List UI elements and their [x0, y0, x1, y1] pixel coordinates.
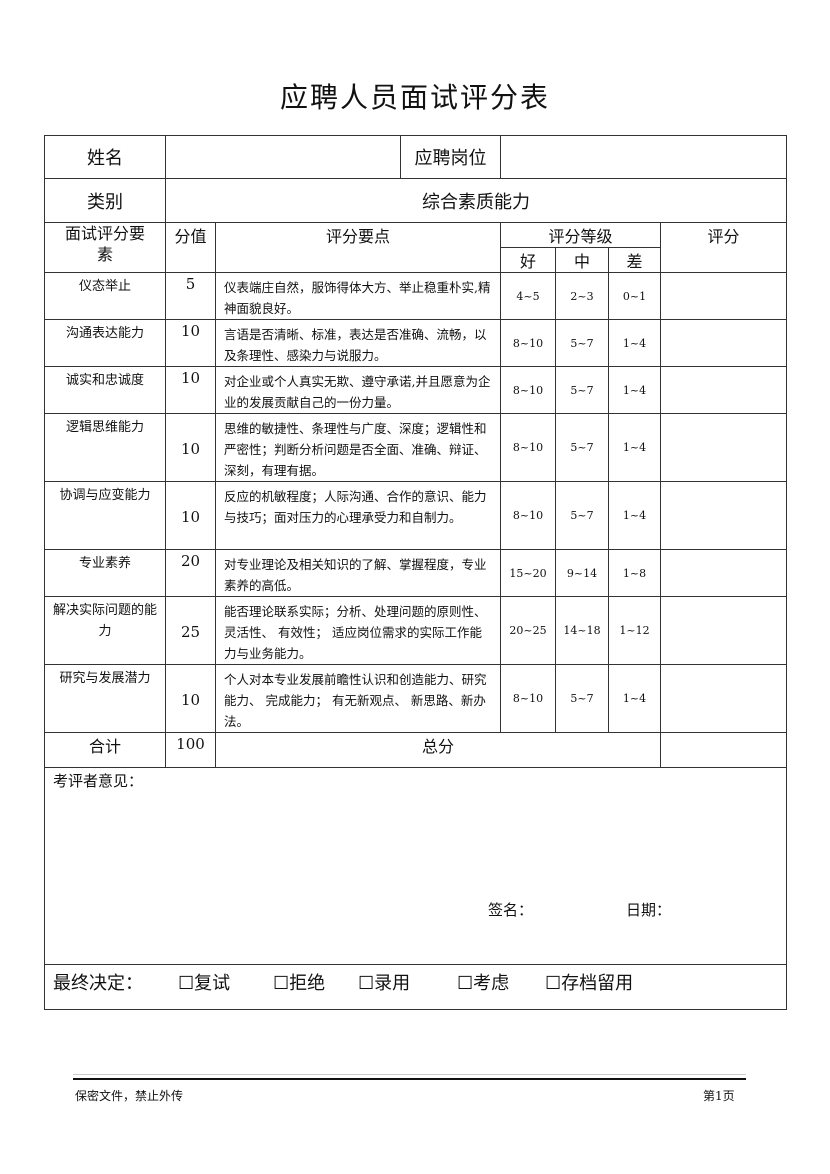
- name-label: 姓名: [44, 135, 166, 179]
- mid-range-cell: 5~7: [555, 413, 609, 482]
- element-cell: 专业素养: [44, 549, 166, 597]
- element-cell: 解决实际问题的能力: [44, 596, 166, 665]
- poor-range-cell: 1~4: [608, 413, 661, 482]
- key-points-cell: 能否理论联系实际；分析、处理问题的原则性、 灵活性、 有效性； 适应岗位需求的实…: [215, 596, 501, 665]
- element-cell: 研究与发展潜力: [44, 664, 166, 733]
- table-row: 沟通表达能力 10 言语是否清晰、标准，表达是否准确、流畅，以及条理性、感染力与说服…: [44, 319, 787, 367]
- score-field[interactable]: [660, 549, 787, 597]
- footer-page-number: 第1页: [703, 1089, 735, 1103]
- score-field[interactable]: [660, 319, 787, 367]
- header-key: 评分要点: [215, 222, 501, 273]
- table-row: 诚实和忠诚度 10 对企业或个人真实无欺、遵守承诺,并且愿意为企业的发展贡献自己的一…: [44, 366, 787, 414]
- key-points-cell: 对专业理论及相关知识的了解、掌握程度，专业素养的高低。: [215, 549, 501, 597]
- category-label: 类别: [44, 178, 166, 223]
- total-points: 100: [165, 732, 216, 768]
- key-points-cell: 反应的机敏程度；人际沟通、合作的意识、能力与技巧；面对压力的心理承受力和自制力。: [215, 481, 501, 550]
- poor-range-cell: 1~12: [608, 596, 661, 665]
- header-grade: 评分等级: [500, 222, 661, 248]
- good-range-cell: 8~10: [500, 366, 556, 414]
- points-cell: 10: [165, 366, 216, 414]
- good-range-cell: 4~5: [500, 272, 556, 320]
- table-row: 仪态举止 5 仪表端庄自然，服饰得体大方、举止稳重朴实,精神面貌良好。 4~5 2~3 0…: [44, 272, 787, 320]
- points-cell: 10: [165, 481, 216, 550]
- signature-label: 签名：: [488, 901, 534, 919]
- score-field[interactable]: [660, 664, 787, 733]
- applicant-info-table: 姓名 应聘岗位 类别 综合素质能力: [44, 135, 787, 223]
- option-archive[interactable]: ☐存档留用: [545, 973, 634, 994]
- position-field[interactable]: [500, 135, 787, 179]
- final-label: 最终决定：: [53, 973, 143, 994]
- header-mid: 中: [555, 247, 609, 273]
- good-range-cell: 15~20: [500, 549, 556, 597]
- element-cell: 诚实和忠诚度: [44, 366, 166, 414]
- final-decision: 最终决定： ☐复试 ☐拒绝 ☐录用 ☐考虑 ☐存档留用: [44, 964, 787, 1010]
- score-field[interactable]: [660, 272, 787, 320]
- total-sum-label: 总分: [215, 732, 661, 768]
- header-good: 好: [500, 247, 556, 273]
- poor-range-cell: 1~4: [608, 481, 661, 550]
- page-title: 应聘人员面试评分表: [279, 81, 550, 114]
- mid-range-cell: 14~18: [555, 596, 609, 665]
- comments-label: 考评者意见：: [53, 772, 144, 790]
- points-cell: 10: [165, 319, 216, 367]
- points-cell: 10: [165, 413, 216, 482]
- score-field[interactable]: [660, 596, 787, 665]
- element-cell: 逻辑思维能力: [44, 413, 166, 482]
- total-score-field[interactable]: [660, 732, 787, 768]
- table-row: 解决实际问题的能力 25 能否理论联系实际；分析、处理问题的原则性、 灵活性、 有效…: [44, 596, 787, 665]
- mid-range-cell: 5~7: [555, 366, 609, 414]
- score-field[interactable]: [660, 481, 787, 550]
- points-cell: 20: [165, 549, 216, 597]
- footer-divider: [73, 1074, 746, 1080]
- option-consider[interactable]: ☐考虑: [457, 973, 510, 994]
- element-cell: 协调与应变能力: [44, 481, 166, 550]
- table-row: 研究与发展潜力 10 个人对本专业发展前瞻性认识和创造能力、研究能力、 完成能力； …: [44, 664, 787, 733]
- element-cell: 仪态举止: [44, 272, 166, 320]
- header-score: 评分: [660, 222, 787, 273]
- scoring-table: 面试评分要素 分值 评分要点 评分等级 评分 好 中 差 仪态举止 5 仪表端庄自然…: [44, 222, 787, 1010]
- mid-range-cell: 5~7: [555, 664, 609, 733]
- total-label: 合计: [44, 732, 166, 768]
- points-cell: 25: [165, 596, 216, 665]
- footer-confidential: 保密文件，禁止外传: [75, 1089, 184, 1103]
- header-points: 分值: [165, 222, 216, 273]
- option-hire[interactable]: ☐录用: [358, 973, 411, 994]
- good-range-cell: 8~10: [500, 481, 556, 550]
- element-cell: 沟通表达能力: [44, 319, 166, 367]
- poor-range-cell: 1~8: [608, 549, 661, 597]
- score-field[interactable]: [660, 366, 787, 414]
- points-cell: 5: [165, 272, 216, 320]
- good-range-cell: 8~10: [500, 413, 556, 482]
- key-points-cell: 个人对本专业发展前瞻性认识和创造能力、研究能力、 完成能力； 有无新观点、 新思…: [215, 664, 501, 733]
- date-label: 日期：: [626, 901, 672, 919]
- poor-range-cell: 1~4: [608, 366, 661, 414]
- mid-range-cell: 2~3: [555, 272, 609, 320]
- key-points-cell: 思维的敏捷性、条理性与广度、深度；逻辑性和严密性；判断分析问题是否全面、准确、辩…: [215, 413, 501, 482]
- position-label: 应聘岗位: [400, 135, 501, 179]
- key-points-cell: 言语是否清晰、标准，表达是否准确、流畅，以及条理性、感染力与说服力。: [215, 319, 501, 367]
- table-row: 协调与应变能力 10 反应的机敏程度；人际沟通、合作的意识、能力与技巧；面对压力的心…: [44, 481, 787, 550]
- key-points-cell: 对企业或个人真实无欺、遵守承诺,并且愿意为企业的发展贡献自己的一份力量。: [215, 366, 501, 414]
- mid-range-cell: 5~7: [555, 319, 609, 367]
- mid-range-cell: 9~14: [555, 549, 609, 597]
- points-cell: 10: [165, 664, 216, 733]
- table-row: 专业素养 20 对专业理论及相关知识的了解、掌握程度，专业素养的高低。 15~20 9~…: [44, 549, 787, 597]
- header-poor: 差: [608, 247, 661, 273]
- poor-range-cell: 1~4: [608, 319, 661, 367]
- poor-range-cell: 0~1: [608, 272, 661, 320]
- good-range-cell: 8~10: [500, 319, 556, 367]
- score-field[interactable]: [660, 413, 787, 482]
- option-reject[interactable]: ☐拒绝: [273, 973, 326, 994]
- header-element: 面试评分要素: [44, 222, 166, 273]
- name-field[interactable]: [165, 135, 401, 179]
- option-retest[interactable]: ☐复试: [178, 973, 231, 994]
- table-row: 逻辑思维能力 10 思维的敏捷性、条理性与广度、深度；逻辑性和严密性；判断分析问题是…: [44, 413, 787, 482]
- poor-range-cell: 1~4: [608, 664, 661, 733]
- key-points-cell: 仪表端庄自然，服饰得体大方、举止稳重朴实,精神面貌良好。: [215, 272, 501, 320]
- mid-range-cell: 5~7: [555, 481, 609, 550]
- category-value: 综合素质能力: [165, 178, 787, 223]
- comments-field[interactable]: 考评者意见： 签名： 日期：: [44, 767, 787, 965]
- good-range-cell: 8~10: [500, 664, 556, 733]
- good-range-cell: 20~25: [500, 596, 556, 665]
